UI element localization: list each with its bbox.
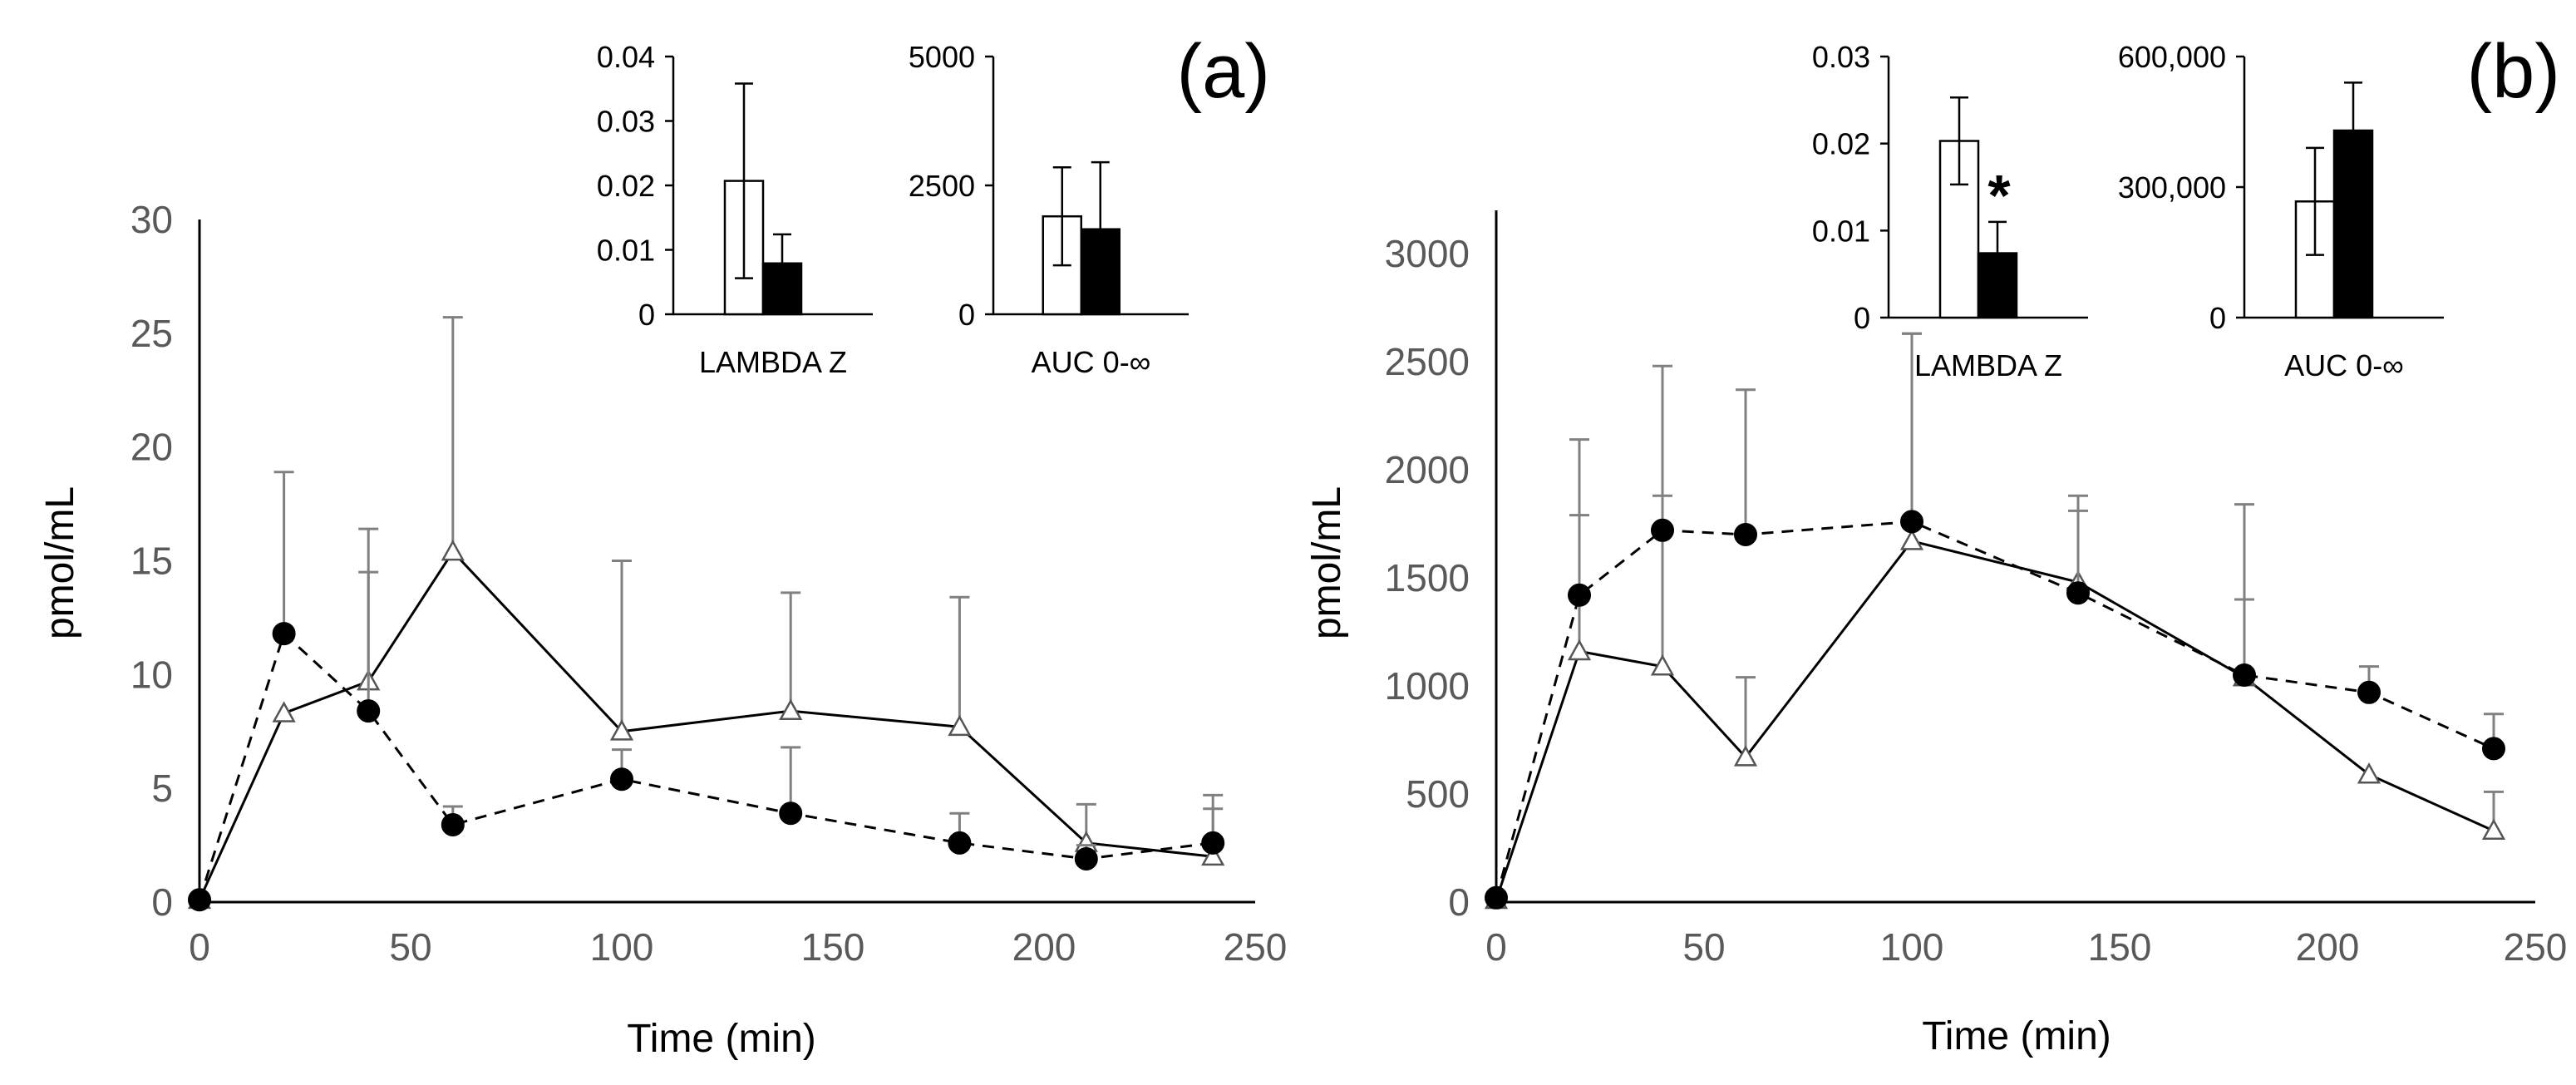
panel-b-y-tick-label: 1000	[1385, 664, 1470, 708]
panel-b-label: (b)	[2467, 29, 2560, 114]
panel-a-y-tick-label: 15	[131, 540, 173, 583]
panel-a-inset-1: 0 0.01 0.02 0.03 0.04 LAMBDA Z	[597, 40, 873, 379]
inset-a-1-xlabel: LAMBDA Z	[699, 345, 847, 379]
inset-b-2-y-tick-label: 0	[2209, 301, 2226, 335]
panel-b-data-point-circle	[2357, 680, 2381, 704]
panel-b-x-tick-label: 50	[1682, 925, 1725, 969]
panel-a-data-point-triangle	[609, 719, 634, 741]
panel-a-data-point-circle	[1201, 831, 1225, 855]
panel-a-inset-2: 0 2500 5000 AUC 0-∞	[909, 40, 1189, 379]
panel-b-chart: (b) Time (min) pmol/mL 05001000150020002…	[1305, 29, 2567, 1058]
panel-b-data-point-triangle	[1567, 639, 1592, 661]
panel-b-xlabel: Time (min)	[1922, 1014, 2111, 1058]
panel-a-x-tick-label: 200	[1012, 925, 1076, 969]
panel-b-x-tick-label: 250	[2504, 925, 2568, 969]
panel-a-series-filled-circle-dashed-line	[198, 631, 1214, 900]
panel-a-y-tick-label: 25	[131, 312, 173, 355]
panel-b-y-tick-label: 0	[1448, 880, 1470, 924]
panel-a-data-point-circle	[272, 622, 296, 646]
panel-a-y-tick-label: 10	[131, 653, 173, 696]
panel-a-x-tick-label: 150	[801, 925, 865, 969]
inset-a-1-y-tick-label: 0	[638, 298, 655, 332]
panel-b-data-point-circle	[1568, 583, 1591, 607]
panel-b-data-point-circle	[1485, 885, 1508, 910]
panel-b-data-point-triangle	[1650, 654, 1675, 676]
panel-a-data-point-triangle	[948, 714, 972, 737]
panel-b-x-tick-label: 0	[1485, 925, 1507, 969]
inset-a-1-y-tick-label: 0.03	[597, 105, 655, 139]
panel-a-data-point-triangle	[272, 701, 296, 723]
panel-b-x-tick-label: 100	[1880, 925, 1944, 969]
panel-b-y-tick-label: 1500	[1385, 556, 1470, 599]
panel-a-data-point-circle	[188, 888, 211, 912]
panel-a-label: (a)	[1177, 29, 1270, 114]
panel-a-y-tick-label: 0	[151, 880, 173, 924]
panel-b-y-tick-label: 2000	[1385, 448, 1470, 491]
panel-a-y-tick-label: 20	[131, 426, 173, 469]
panel-a-ylabel: pmol/mL	[38, 486, 82, 639]
panel-b-y-tick-label: 500	[1406, 772, 1470, 816]
panel-a-data-point-circle	[779, 801, 803, 826]
inset-b-2-y-tick-label: 600,000	[2118, 40, 2226, 74]
inset-b-1-y-tick-label: 0.01	[1812, 214, 1870, 248]
panel-b-data-point-triangle	[2357, 762, 2381, 784]
inset-a-2-xlabel: AUC 0-∞	[1032, 345, 1151, 379]
panel-a-y-tick-label: 5	[151, 767, 173, 810]
panel-b-data-point-circle	[1900, 510, 1923, 534]
panel-b-data-point-circle	[1651, 518, 1674, 542]
inset-b-2-y-tick-label: 300,000	[2118, 170, 2226, 205]
panel-a-x-tick-label: 50	[389, 925, 431, 969]
panel-b-y-tick-label: 3000	[1385, 232, 1470, 275]
panel-a-x-tick-label: 0	[189, 925, 210, 969]
inset-b-1-significance-asterisk: *	[1987, 163, 2011, 228]
panel-a-data-point-circle	[610, 767, 633, 792]
panel-a-chart: (a) Time (min) pmol/mL 0 5 10 15 20 25 30 0 50 10…	[38, 29, 1287, 1061]
panel-b-data-point-triangle	[1733, 745, 1758, 767]
panel-a-data-point-circle	[1074, 847, 1098, 871]
inset-a-1-y-tick-label: 0.02	[597, 169, 655, 203]
panel-b-inset-1: 0 0.01 0.02 0.03 LAMBDA Z *	[1812, 40, 2088, 382]
panel-b-ylabel: pmol/mL	[1305, 486, 1349, 639]
panel-b-data-point-circle	[2066, 581, 2090, 605]
panel-a-data-point-circle	[357, 699, 381, 723]
panel-b-data-point-circle	[1734, 523, 1757, 546]
panel-b-y-tick-label: 2500	[1385, 340, 1470, 383]
panel-a-data-point-triangle	[1201, 844, 1225, 866]
panel-b-inset-2: 0 300,000 600,000 AUC 0-∞	[2118, 40, 2444, 382]
inset-a-1-y-tick-label: 0.04	[597, 40, 655, 74]
inset-a-2-y-tick-label: 0	[958, 298, 975, 332]
inset-b-2-xlabel: AUC 0-∞	[2284, 348, 2404, 382]
panel-a-x-tick-label: 250	[1224, 925, 1288, 969]
inset-a-1-y-tick-label: 0.01	[597, 234, 655, 268]
panel-b-data-point-circle	[2233, 663, 2256, 687]
inset-a-2-y-tick-label: 2500	[909, 169, 975, 203]
panel-b-x-tick-label: 150	[2088, 925, 2152, 969]
inset-b-1-y-tick-label: 0.03	[1812, 40, 1870, 74]
inset-a-2-y-tick-label: 5000	[909, 40, 975, 74]
inset-b-1-y-tick-label: 0.02	[1812, 127, 1870, 161]
panel-b-data-point-triangle	[2481, 818, 2506, 841]
panel-b-data-point-circle	[2482, 737, 2505, 761]
panel-a-x-tick-label: 100	[590, 925, 654, 969]
panel-a-data-point-circle	[441, 812, 465, 836]
panel-a-data-point-circle	[948, 831, 972, 855]
panel-a-data-point-triangle	[441, 539, 465, 561]
panel-a-xlabel: Time (min)	[627, 1017, 816, 1061]
inset-b-1-y-tick-label: 0	[1854, 301, 1870, 335]
panel-b-data-point-triangle	[1899, 529, 1924, 550]
inset-b-1-xlabel: LAMBDA Z	[1914, 348, 2062, 382]
panel-a-y-tick-label: 30	[131, 198, 173, 241]
panel-b-x-tick-label: 200	[2296, 925, 2360, 969]
panel-a-data-point-triangle	[779, 698, 803, 720]
